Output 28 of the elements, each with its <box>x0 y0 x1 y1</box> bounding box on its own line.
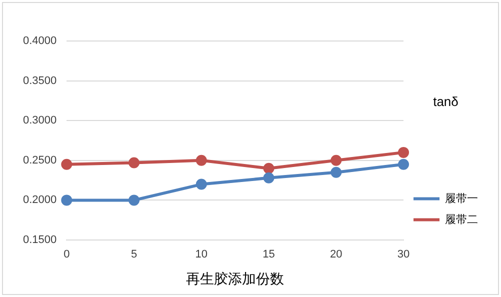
x-tick-label: 30 <box>397 248 410 261</box>
y-tick-label: 0.1500 <box>22 234 57 246</box>
x-axis-title: 再生胶添加份数 <box>186 270 284 286</box>
point <box>128 157 140 168</box>
x-tick-label: 0 <box>64 248 70 261</box>
point <box>263 162 274 174</box>
x-tick-label: 15 <box>262 248 275 261</box>
point <box>398 146 409 158</box>
y-tick-label: 0.2500 <box>22 154 57 166</box>
point <box>128 194 140 206</box>
point <box>61 158 72 170</box>
x-tick-label: 5 <box>130 248 138 261</box>
point <box>196 178 207 190</box>
legend-title: tanδ <box>433 94 458 109</box>
point <box>61 194 72 206</box>
legend-label: 履带一 <box>445 192 478 205</box>
y-tick-label: 0.3000 <box>22 114 57 127</box>
point <box>398 158 409 170</box>
x-tick-label: 20 <box>330 248 342 261</box>
point <box>263 172 274 184</box>
point <box>196 154 207 166</box>
point <box>330 154 342 166</box>
y-tick-label: 0.4000 <box>22 35 57 48</box>
point <box>330 166 342 178</box>
y-tick-label: 0.2000 <box>22 194 57 206</box>
legend-label: 履带二 <box>445 212 478 226</box>
x-tick-label: 10 <box>195 248 208 261</box>
y-tick-label: 0.3500 <box>22 74 57 87</box>
